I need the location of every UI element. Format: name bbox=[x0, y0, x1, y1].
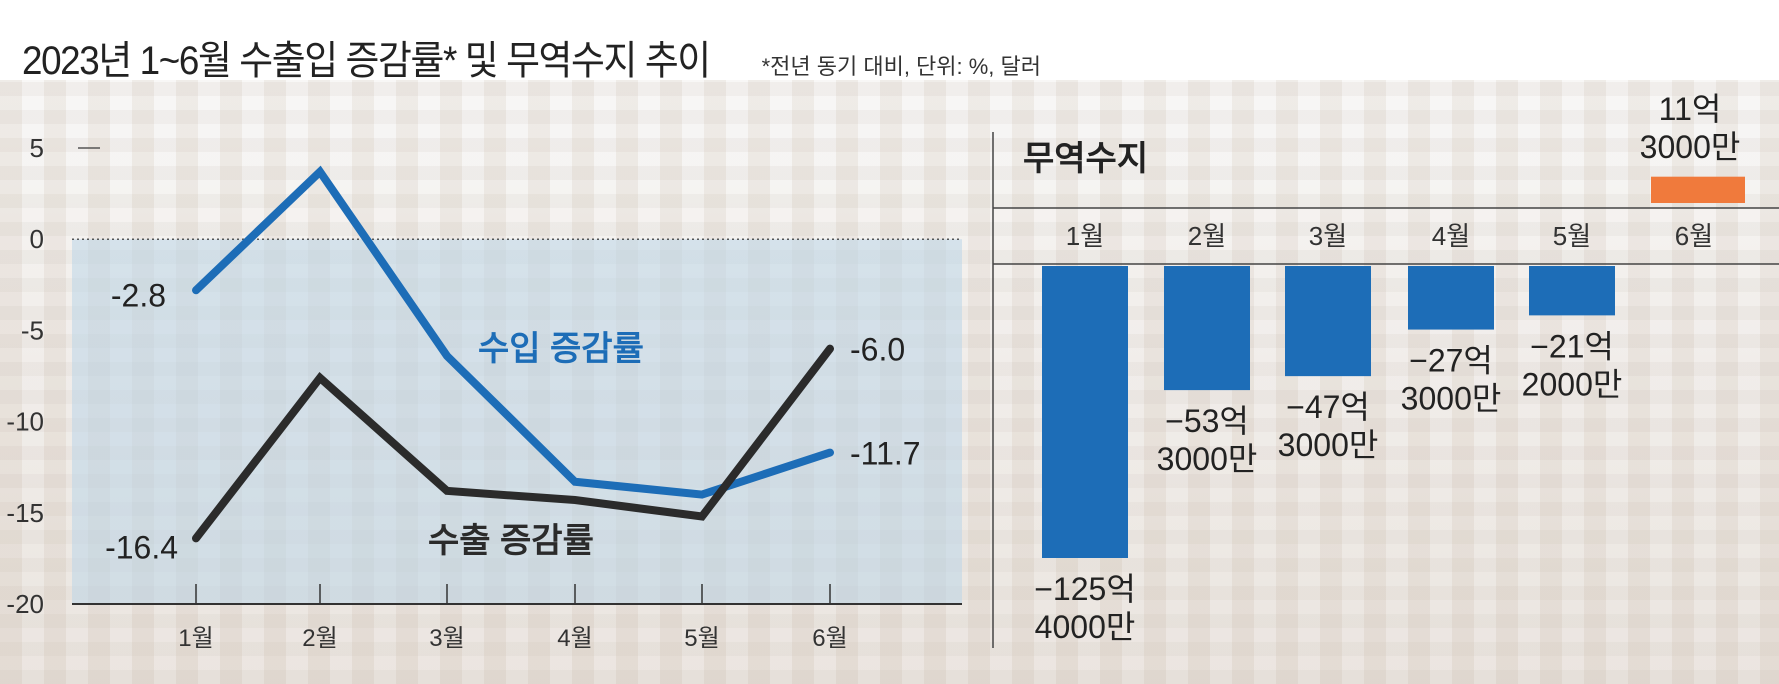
month-label: 2월 bbox=[1188, 221, 1226, 251]
x-tick-label: 6월 bbox=[812, 625, 847, 652]
x-tick-label: 2월 bbox=[302, 625, 337, 652]
y-tick-label: 5 bbox=[30, 133, 44, 163]
bar-value-label: −47억 bbox=[1286, 389, 1370, 425]
y-tick-label: -15 bbox=[6, 498, 44, 528]
bar bbox=[1164, 266, 1250, 391]
y-tick-label: -20 bbox=[6, 589, 44, 619]
data-label: -6.0 bbox=[850, 332, 905, 368]
bar-value-label: 4000만 bbox=[1035, 609, 1136, 645]
data-label: -11.7 bbox=[850, 436, 921, 472]
bar-chart-title: 무역수지 bbox=[1023, 140, 1148, 178]
series-line-export bbox=[192, 344, 834, 543]
month-label: 1월 bbox=[1066, 221, 1104, 251]
x-tick-label: 3월 bbox=[429, 625, 464, 652]
bar-value-label: −125억 bbox=[1034, 571, 1136, 607]
series-label-export: 수출 증감률 bbox=[428, 522, 594, 560]
bar bbox=[1285, 266, 1371, 377]
bar-value-label: 3000만 bbox=[1401, 381, 1502, 417]
bar-value-label: 3000만 bbox=[1278, 427, 1379, 463]
data-label: -2.8 bbox=[111, 277, 166, 313]
bar-value-label: 3000만 bbox=[1640, 129, 1741, 165]
month-label: 6월 bbox=[1675, 221, 1713, 251]
x-tick-label: 5월 bbox=[684, 625, 719, 652]
month-label: 5월 bbox=[1553, 221, 1591, 251]
bar-value-label: −27억 bbox=[1409, 343, 1493, 379]
bar-value-label: 2000만 bbox=[1522, 366, 1623, 402]
month-label: 4월 bbox=[1432, 221, 1470, 251]
y-tick-label: -5 bbox=[21, 315, 44, 345]
month-label: 3월 bbox=[1309, 221, 1347, 251]
chart-title: 2023년 1~6월 수출입 증감률* 및 무역수지 추이 bbox=[22, 39, 711, 83]
bar-value-label: 11억 bbox=[1659, 91, 1722, 127]
x-tick-label: 1월 bbox=[178, 625, 213, 652]
bar bbox=[1529, 266, 1615, 316]
y-tick-label: 0 bbox=[30, 224, 44, 254]
chart-header: 2023년 1~6월 수출입 증감률* 및 무역수지 추이 *전년 동기 대비,… bbox=[22, 28, 1041, 86]
bar-value-label: −21억 bbox=[1530, 328, 1614, 364]
line-chart: 5 0 -5 -10 -15 -20 1월 2월 3월 4월 5월 6월 -2.8 -11.7 -16.4 -… bbox=[6, 133, 962, 652]
bar bbox=[1408, 266, 1494, 330]
y-tick-label: -10 bbox=[6, 407, 44, 437]
bar bbox=[1042, 266, 1128, 558]
bar-value-label: 3000만 bbox=[1157, 441, 1258, 477]
bar bbox=[1651, 176, 1745, 203]
x-tick-label: 4월 bbox=[557, 625, 592, 652]
unit-note: *전년 동기 대비, 단위: %, 달러 bbox=[761, 54, 1042, 79]
data-label: -16.4 bbox=[105, 529, 178, 565]
series-label-import: 수입 증감률 bbox=[478, 330, 644, 368]
bar-value-label: −53억 bbox=[1165, 403, 1249, 439]
